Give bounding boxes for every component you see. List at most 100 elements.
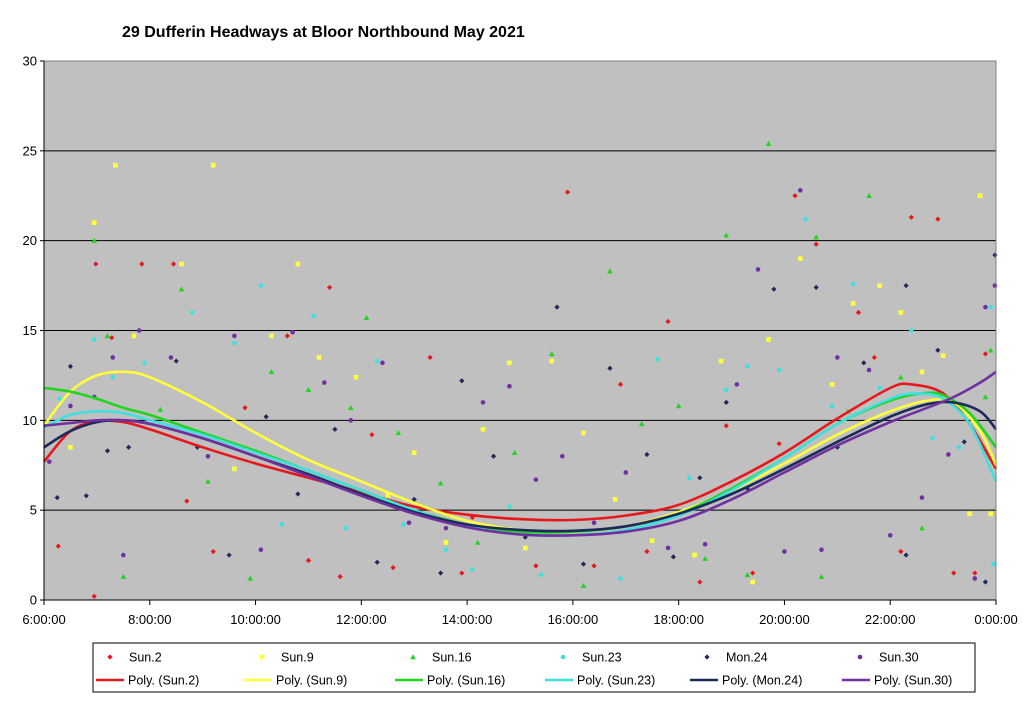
data-point	[474, 539, 481, 545]
data-point	[734, 382, 740, 387]
legend-label: Sun.23	[582, 651, 622, 665]
data-point	[401, 522, 406, 527]
data-point	[607, 268, 613, 274]
data-point	[591, 563, 597, 569]
data-point	[798, 256, 803, 261]
data-point	[617, 381, 624, 387]
data-point	[977, 193, 983, 199]
series-sun-2	[55, 189, 989, 600]
data-point	[946, 452, 951, 457]
data-point	[723, 399, 729, 405]
data-point	[702, 542, 708, 547]
data-point	[247, 575, 254, 581]
data-point	[480, 427, 486, 432]
x-tick-label: 22:00:00	[865, 612, 916, 627]
data-point	[972, 570, 978, 576]
data-point	[522, 545, 528, 551]
trendline	[43, 386, 998, 534]
data-point	[898, 374, 904, 380]
data-point	[533, 477, 539, 482]
x-tick-label: 0:00:00	[974, 612, 1017, 627]
data-point	[702, 555, 708, 561]
data-point	[813, 234, 819, 240]
data-point	[411, 450, 417, 455]
data-point	[91, 337, 97, 342]
data-point	[374, 559, 380, 565]
legend-label: Poly. (Mon.24)	[722, 674, 802, 688]
data-point	[935, 216, 941, 222]
data-point	[877, 283, 882, 288]
y-tick-label: 5	[30, 503, 37, 518]
data-point	[184, 498, 190, 504]
x-tick-label: 20:00:00	[759, 612, 810, 627]
data-point	[813, 241, 819, 247]
x-tick-label: 8:00:00	[128, 612, 171, 627]
data-point	[210, 162, 216, 168]
data-point	[189, 310, 195, 315]
data-point	[644, 451, 650, 458]
data-point	[898, 310, 904, 315]
data-point	[776, 367, 782, 373]
data-point	[322, 380, 327, 385]
data-point	[909, 328, 914, 333]
data-point	[745, 364, 750, 369]
legend-marker	[410, 654, 416, 660]
data-point	[263, 414, 269, 420]
data-point	[987, 347, 994, 353]
data-point	[390, 565, 396, 571]
data-point	[744, 572, 751, 578]
y-axis: 0 5 10 15 20 25 30	[23, 54, 45, 608]
y-tick-label: 30	[23, 54, 37, 69]
data-point	[173, 358, 179, 364]
data-point	[347, 404, 354, 410]
data-point	[305, 386, 312, 393]
data-point	[93, 261, 99, 267]
data-point	[670, 554, 676, 560]
data-point	[316, 355, 322, 360]
data-point	[470, 567, 475, 572]
data-point	[697, 579, 703, 585]
data-point	[55, 543, 61, 549]
y-tick-label: 10	[23, 413, 37, 428]
data-point	[750, 579, 756, 585]
data-point	[549, 358, 555, 364]
data-point	[242, 405, 248, 411]
data-point	[723, 423, 729, 429]
data-point	[437, 480, 444, 486]
data-point	[120, 573, 127, 579]
x-tick-label: 18:00:00	[653, 612, 704, 627]
x-tick-label: 12:00:00	[336, 612, 387, 627]
data-point	[908, 214, 914, 220]
data-point	[507, 504, 512, 509]
data-point	[427, 354, 433, 361]
data-point	[205, 453, 211, 459]
legend-box	[92, 642, 976, 693]
data-point	[638, 421, 645, 427]
data-point	[104, 333, 111, 339]
data-point	[68, 444, 73, 450]
data-point	[343, 525, 348, 531]
data-point	[560, 453, 565, 459]
data-point	[232, 333, 237, 339]
data-point	[295, 261, 301, 267]
data-point	[861, 360, 867, 366]
data-point	[972, 576, 978, 581]
data-point	[295, 491, 301, 497]
data-point	[554, 304, 560, 310]
data-point	[443, 525, 449, 531]
data-point	[765, 140, 772, 146]
data-point	[829, 403, 835, 409]
data-point	[723, 232, 730, 238]
x-axis: 6:00:00 8:00:00 10:00:00 12:00:00 14:00:00 16…	[22, 599, 1018, 627]
data-point	[411, 496, 417, 502]
data-point	[226, 552, 232, 558]
data-point	[792, 193, 798, 199]
y-tick-label: 15	[23, 323, 37, 338]
data-point	[649, 538, 655, 544]
data-point	[877, 385, 882, 391]
data-point	[591, 520, 597, 526]
legend-label: Mon.24	[726, 651, 768, 665]
y-tick-label: 0	[30, 593, 37, 608]
data-point	[992, 283, 998, 288]
legend-label: Poly. (Sun.2)	[128, 674, 199, 688]
